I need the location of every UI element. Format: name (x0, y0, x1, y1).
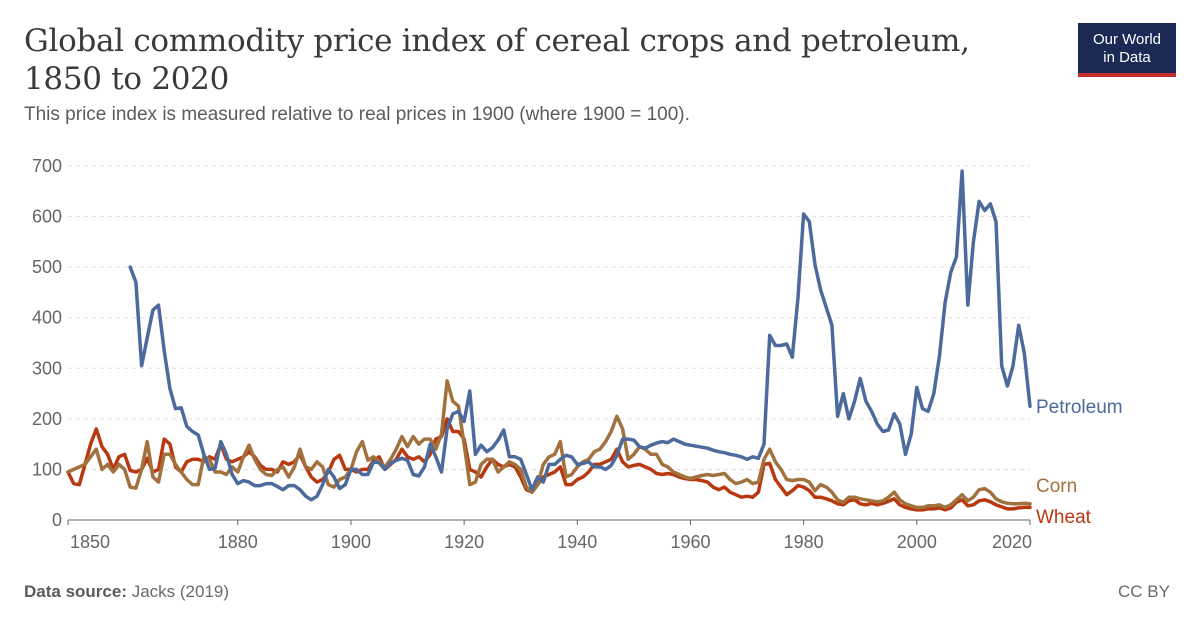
series-line-corn (66, 379, 1032, 510)
line-chart: 0 100 200 300 400 500 600 700 1850 1880 1900 1920 19… (32, 156, 1123, 552)
series-label-wheat: Wheat (1036, 507, 1092, 528)
x-tick-label: 2000 (897, 532, 937, 552)
data-source-value[interactable]: Jacks (2019) (126, 582, 230, 601)
series-label-corn: Corn (1036, 476, 1077, 497)
x-tick-label: 1960 (670, 532, 710, 552)
y-tick-label: 500 (32, 257, 62, 277)
series-label-petroleum: Petroleum (1036, 397, 1123, 418)
license[interactable]: CC BY (1118, 582, 1170, 601)
logo-line-2: in Data (1103, 49, 1151, 66)
x-tick-label: 1940 (557, 532, 597, 552)
y-tick-label: 0 (52, 510, 62, 530)
x-tick-label: 1920 (444, 532, 484, 552)
data-source: Data source: Jacks (2019) (24, 582, 229, 602)
x-tick-label: 2020 (992, 532, 1032, 552)
logo-line-1: Our World (1092, 31, 1162, 48)
chart-subtitle: This price index is measured relative to… (24, 104, 690, 125)
chart-title: Global commodity price index of cereal c… (24, 23, 970, 97)
data-source-label: Data source: (24, 582, 127, 601)
y-tick-label: 400 (32, 308, 62, 328)
x-tick-label: 1980 (784, 532, 824, 552)
x-tick-label: 1880 (218, 532, 258, 552)
y-tick-label: 200 (32, 409, 62, 429)
x-tick-label: 1850 (70, 532, 110, 552)
y-tick-label: 600 (32, 207, 62, 227)
y-tick-label: 700 (32, 156, 62, 176)
x-tick-label: 1900 (331, 532, 371, 552)
y-tick-label: 300 (32, 358, 62, 378)
series-line-petroleum (128, 169, 1032, 502)
owid-logo[interactable]: Our World in Data (1078, 23, 1176, 77)
y-tick-label: 100 (32, 459, 62, 479)
